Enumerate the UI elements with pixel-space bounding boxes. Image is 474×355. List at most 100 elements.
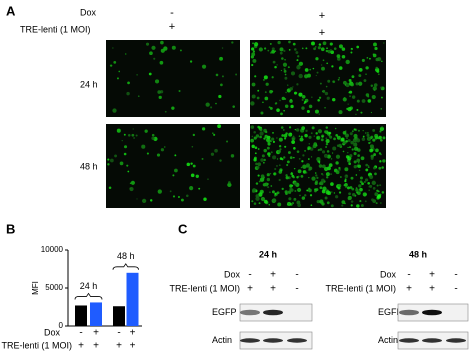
cell (292, 42, 296, 46)
cell (267, 49, 270, 52)
cell (217, 124, 222, 129)
cell (308, 104, 313, 109)
cell (316, 176, 319, 179)
cell (357, 164, 362, 169)
cell (370, 135, 374, 139)
cell (358, 74, 362, 78)
cell (365, 66, 369, 70)
cell (319, 82, 322, 85)
cell (353, 133, 358, 139)
cell (322, 89, 326, 93)
cell (136, 74, 138, 76)
cell (189, 60, 193, 63)
bar (75, 305, 87, 326)
cell (305, 172, 308, 174)
cell (337, 183, 342, 188)
cell (198, 187, 201, 190)
cell (284, 145, 287, 148)
band-label: Actin (378, 335, 398, 345)
cell (228, 181, 231, 184)
cell (357, 154, 361, 157)
cell (332, 146, 337, 151)
cell (255, 194, 260, 198)
cell (344, 84, 347, 86)
cell (276, 158, 279, 160)
micrograph (106, 40, 240, 117)
cell (300, 166, 303, 169)
cell (350, 176, 354, 180)
cell (129, 182, 132, 184)
cell (277, 202, 282, 207)
cell (149, 51, 153, 56)
cell (123, 152, 127, 156)
cell (260, 158, 264, 162)
cell (253, 136, 257, 140)
cell (321, 64, 323, 66)
cell (372, 187, 376, 190)
cell (366, 56, 369, 59)
cell (271, 47, 275, 51)
cell (288, 197, 292, 201)
cell (351, 75, 355, 79)
cell (304, 150, 306, 152)
cell (315, 57, 319, 61)
cell (284, 58, 286, 61)
condition-label: Dox (380, 269, 397, 279)
cell (330, 49, 332, 51)
cell (343, 97, 346, 99)
cell (379, 184, 382, 187)
cell (325, 126, 329, 129)
cell (301, 47, 304, 50)
cell (371, 180, 376, 186)
cell (257, 89, 260, 92)
cell (345, 186, 348, 189)
cell (129, 187, 131, 190)
cell (276, 137, 278, 139)
cell (312, 144, 317, 149)
cell (351, 148, 354, 151)
condition-label: TRE-lenti (1 MOI) (325, 283, 396, 293)
cell (284, 76, 288, 80)
cell (265, 130, 268, 134)
cell (289, 184, 293, 188)
cell (353, 142, 358, 147)
cell (257, 148, 260, 150)
cell (297, 175, 300, 178)
cell (382, 136, 386, 140)
band (263, 309, 283, 316)
cell (359, 176, 363, 180)
cell (304, 68, 309, 72)
cell (288, 49, 291, 51)
cell (264, 47, 267, 50)
cell (164, 146, 166, 148)
cell (281, 187, 284, 191)
condition-mark: - (295, 270, 298, 281)
cell (347, 139, 351, 143)
cell (284, 190, 288, 194)
cell (110, 158, 114, 163)
cell (318, 182, 322, 185)
band (422, 309, 442, 316)
cell (352, 192, 356, 197)
cell (274, 50, 277, 52)
cell (132, 128, 134, 130)
cell (272, 155, 277, 160)
cell (274, 168, 277, 171)
cell (289, 126, 292, 129)
cell (262, 101, 264, 104)
cell (361, 182, 364, 186)
cell (367, 99, 372, 103)
cell (291, 140, 296, 145)
cell (286, 160, 290, 164)
cell (212, 132, 214, 134)
cell (326, 176, 329, 179)
cell (272, 132, 274, 134)
cell (315, 74, 317, 77)
cell (251, 94, 256, 99)
cell (369, 148, 374, 153)
condition-mark: + (429, 270, 435, 281)
cell (304, 194, 307, 197)
cell (288, 40, 291, 44)
cell (372, 138, 376, 142)
cell (290, 104, 294, 109)
